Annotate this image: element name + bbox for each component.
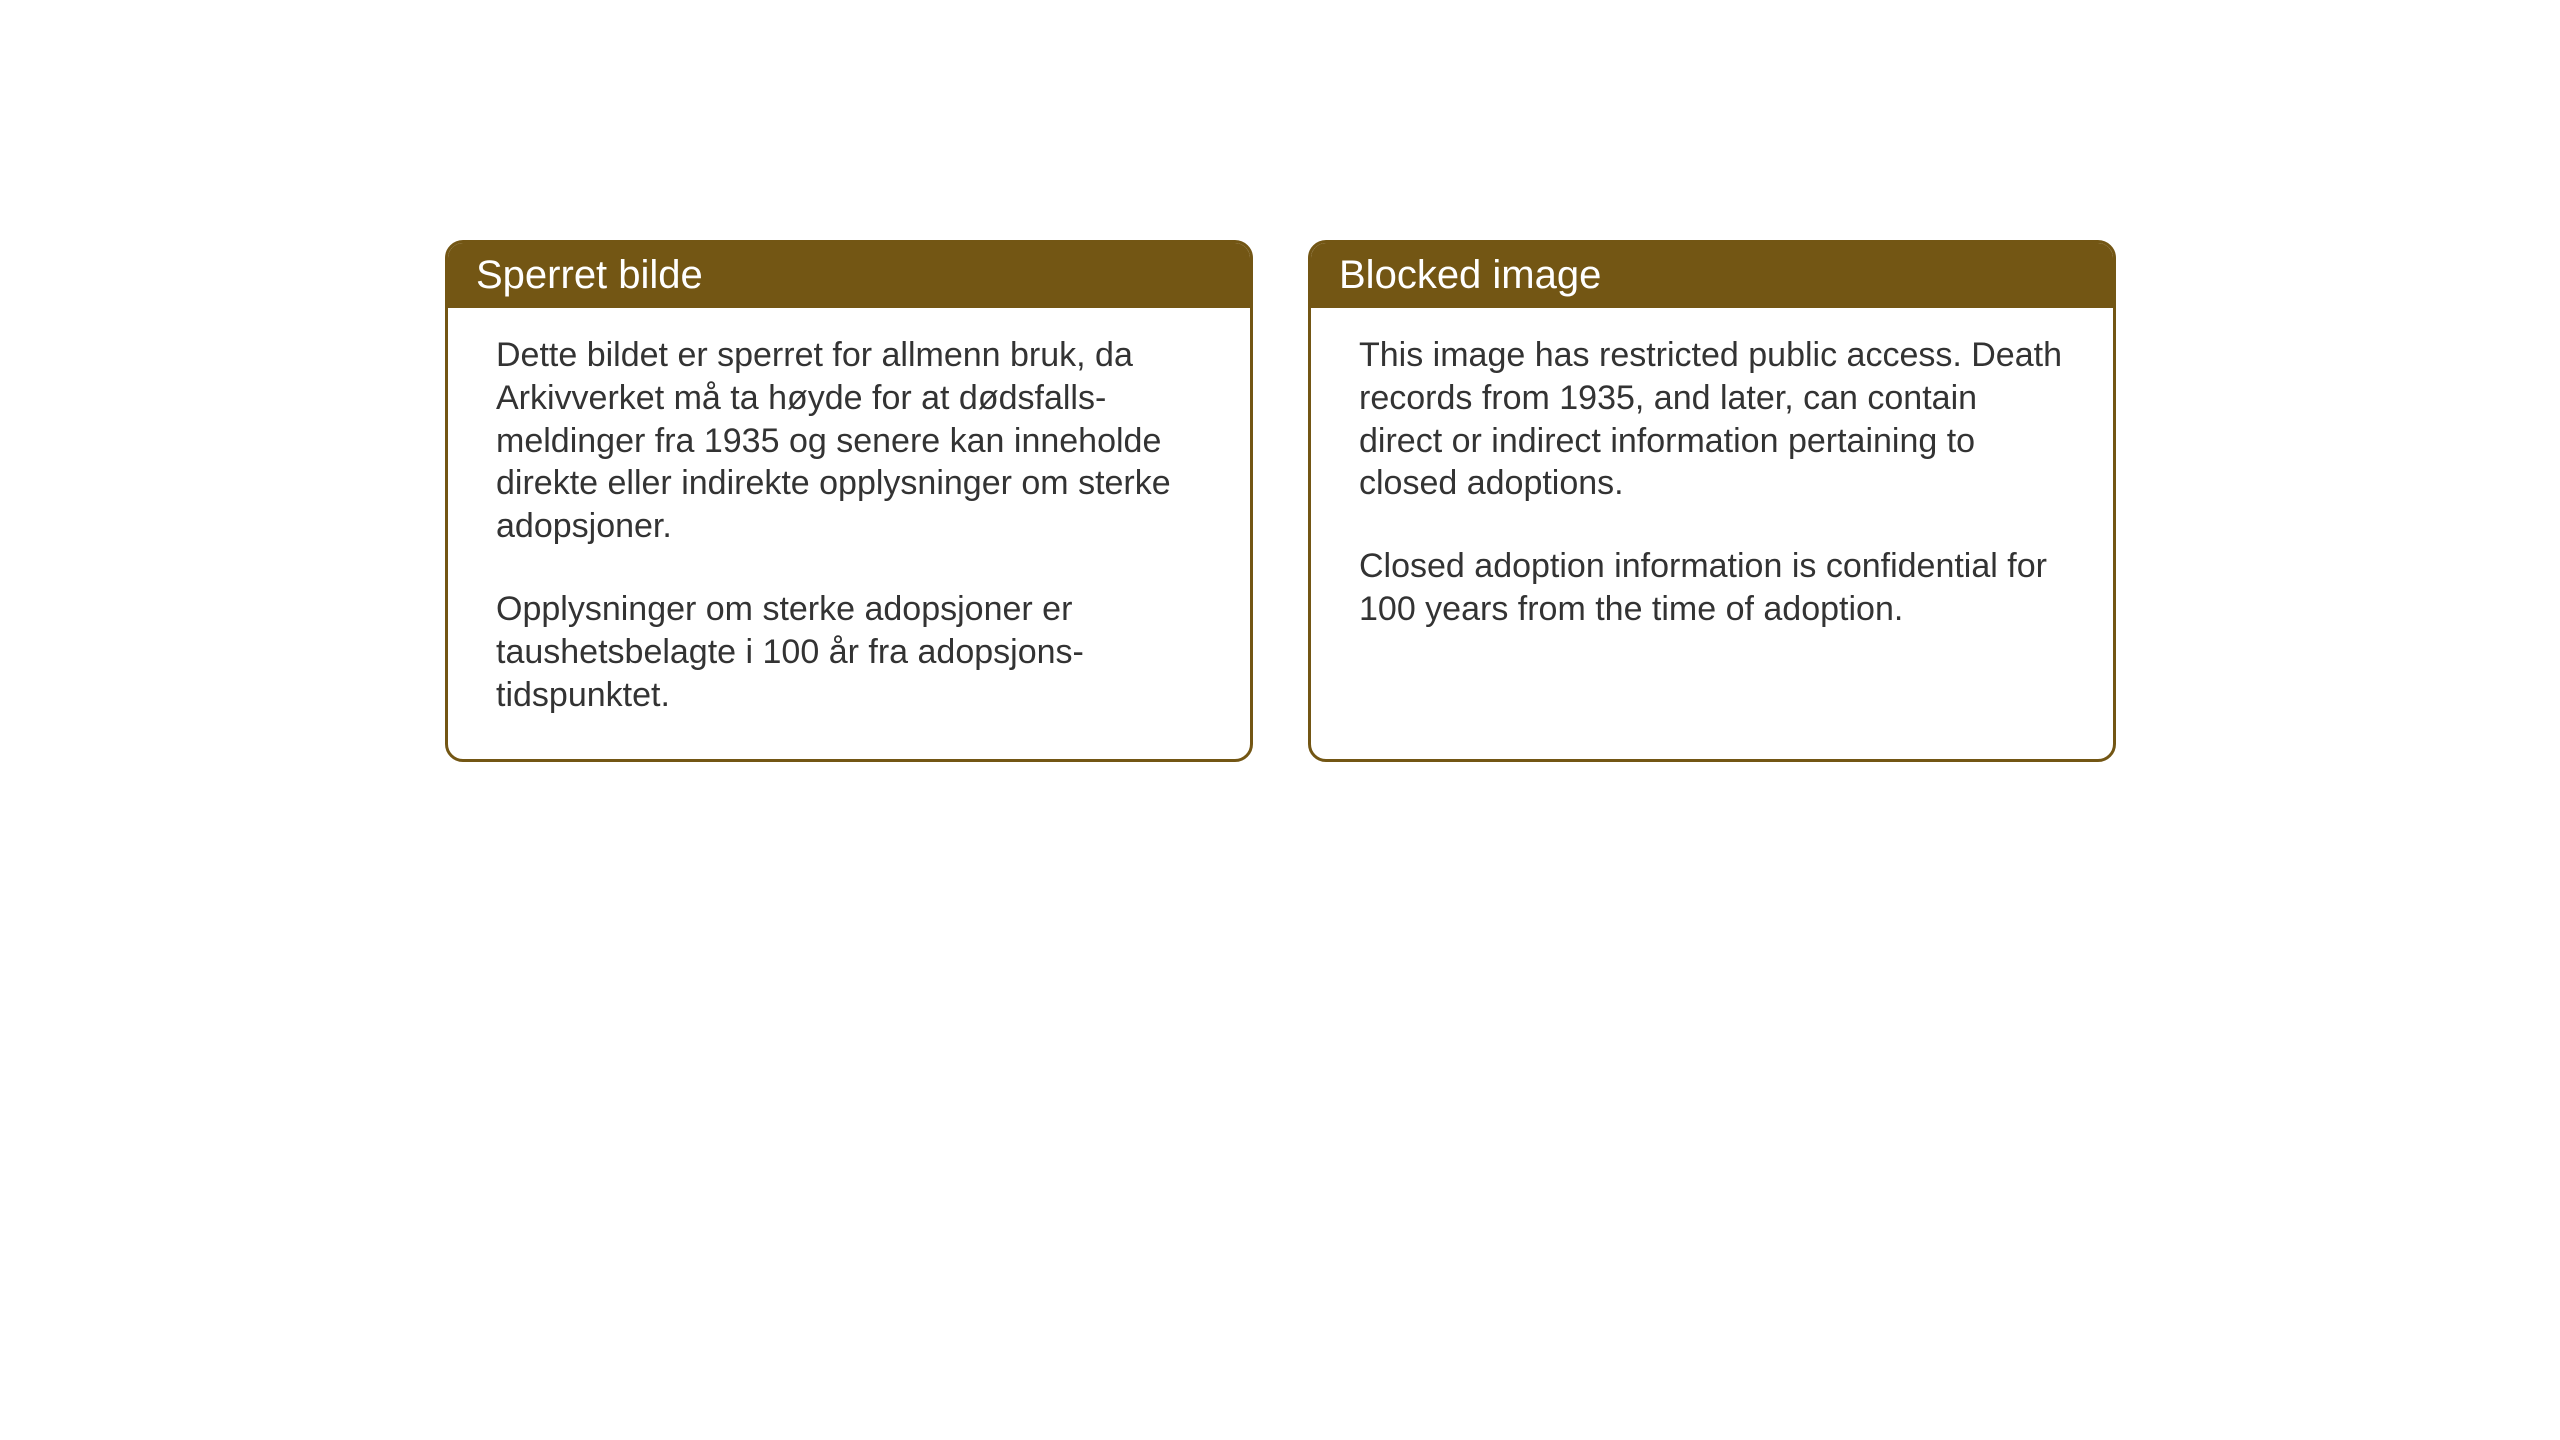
norwegian-card: Sperret bilde Dette bildet er sperret fo…	[445, 240, 1253, 762]
english-card-title: Blocked image	[1339, 253, 1601, 297]
norwegian-card-title: Sperret bilde	[476, 253, 703, 297]
english-card: Blocked image This image has restricted …	[1308, 240, 2116, 762]
norwegian-card-header: Sperret bilde	[448, 243, 1250, 308]
english-card-header: Blocked image	[1311, 243, 2113, 308]
english-paragraph-1: This image has restricted public access.…	[1359, 334, 2065, 505]
cards-container: Sperret bilde Dette bildet er sperret fo…	[445, 240, 2116, 762]
english-paragraph-2: Closed adoption information is confident…	[1359, 545, 2065, 631]
norwegian-paragraph-1: Dette bildet er sperret for allmenn bruk…	[496, 334, 1202, 548]
english-card-body: This image has restricted public access.…	[1311, 308, 2113, 673]
norwegian-card-body: Dette bildet er sperret for allmenn bruk…	[448, 308, 1250, 759]
norwegian-paragraph-2: Opplysninger om sterke adopsjoner er tau…	[496, 588, 1202, 716]
